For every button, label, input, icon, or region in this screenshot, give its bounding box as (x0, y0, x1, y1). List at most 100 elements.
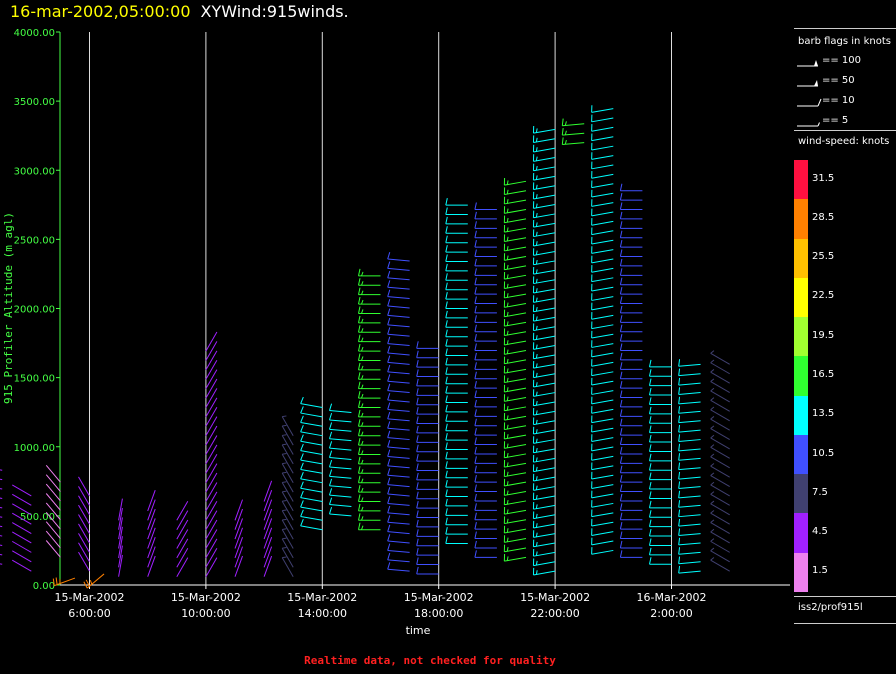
wind-barb (263, 518, 273, 540)
wind-barb (300, 515, 323, 521)
wind-barb (387, 408, 410, 412)
wind-barb (710, 446, 730, 459)
wind-barb (591, 164, 614, 170)
barb-feather (416, 463, 419, 471)
wind-barb (300, 506, 323, 512)
barb-feather (387, 534, 391, 542)
barb-feather (506, 321, 509, 326)
barb-feather (83, 581, 88, 589)
wind-barb (533, 514, 556, 520)
barb-feather (416, 407, 419, 415)
barb-feather (361, 403, 364, 408)
barb-feather (387, 487, 391, 495)
barb-feather (445, 235, 448, 243)
colorbar-swatch (794, 238, 808, 278)
wind-barb (387, 371, 410, 375)
wind-barb (176, 557, 189, 577)
wind-barb (504, 415, 527, 421)
wind-barb (78, 551, 90, 572)
wind-barb (591, 267, 614, 273)
wind-barb (176, 510, 189, 530)
barb-feather (535, 269, 538, 274)
wind-barb (678, 439, 701, 442)
barb-feather (474, 305, 477, 314)
barb-feather (361, 469, 364, 474)
wind-barb (710, 503, 730, 516)
barb-feather (387, 552, 391, 561)
wind-barb (678, 410, 701, 414)
x-tick-time: 14:00:00 (298, 607, 347, 620)
barb-feather (387, 477, 391, 485)
barb-feather (387, 543, 391, 551)
barb-feather (535, 400, 538, 406)
barb-feather (619, 456, 623, 464)
barb-feather (474, 428, 477, 436)
wind-barb (0, 497, 3, 499)
barb-feather (361, 309, 364, 314)
wind-barb (387, 568, 410, 572)
colorbar-label: 13.5 (812, 408, 835, 420)
barb-feather (535, 165, 538, 171)
barb-feather (710, 453, 715, 458)
barb-feather (474, 381, 477, 389)
barb-feather (535, 541, 538, 547)
barb-feather (474, 540, 477, 549)
wind-barb (281, 482, 294, 502)
wind-barb (281, 425, 294, 446)
wind-barb (504, 434, 527, 440)
wind-barb (387, 361, 410, 365)
wind-barb (504, 284, 527, 290)
wind-barb (710, 409, 730, 422)
wind-barb (533, 382, 556, 388)
barb-feather (361, 487, 364, 493)
colorbar-label: 16.5 (812, 369, 835, 380)
barb-legend-label: == 5 (822, 115, 849, 126)
barb-feather (649, 369, 652, 377)
barb-feather (678, 462, 681, 470)
wind-barb (300, 421, 323, 427)
barb-feather (300, 472, 304, 480)
wind-barb (118, 545, 123, 568)
barb-feather (619, 277, 623, 285)
barb-feather (361, 384, 364, 389)
wind-barb (533, 213, 556, 219)
wind-barb (329, 513, 352, 517)
barb-feather (416, 435, 419, 443)
wind-barb (504, 303, 527, 308)
barb-feather (535, 513, 538, 519)
wind-barb (281, 491, 294, 512)
barb-feather (474, 465, 477, 473)
wind-barb (710, 456, 730, 469)
wind-barb (591, 549, 614, 555)
barb-feather (564, 130, 567, 135)
wind-barb (533, 533, 556, 538)
barb-feather (387, 252, 391, 260)
barb-feather (535, 504, 538, 509)
barb-feather (678, 377, 681, 386)
barb-feather (445, 404, 448, 413)
barb-feather (416, 360, 419, 368)
barb-feather (445, 282, 448, 290)
chart-title: 16-mar-2002,05:00:00 XYWind:915winds. (10, 2, 349, 21)
barb-feather (678, 424, 681, 433)
wind-barb (678, 561, 701, 565)
barb-feather (282, 462, 287, 465)
barb-feather (329, 469, 333, 477)
wind-barb (504, 359, 527, 365)
wind-barb (205, 350, 218, 371)
barb-feather (710, 557, 715, 561)
barb-feather (649, 491, 652, 499)
barb-feather (387, 280, 391, 288)
wind-barb (11, 522, 32, 535)
barb-feather (710, 519, 715, 523)
barb-feather (506, 368, 509, 373)
axes (59, 32, 790, 586)
wind-barb (387, 484, 410, 488)
barb-feather (506, 424, 509, 430)
barb-feather (445, 527, 448, 535)
barb-feather (358, 343, 361, 352)
barb-feather (358, 503, 361, 512)
barb-feather (710, 500, 715, 505)
wind-barb (678, 382, 701, 386)
barb-feather (416, 566, 419, 575)
